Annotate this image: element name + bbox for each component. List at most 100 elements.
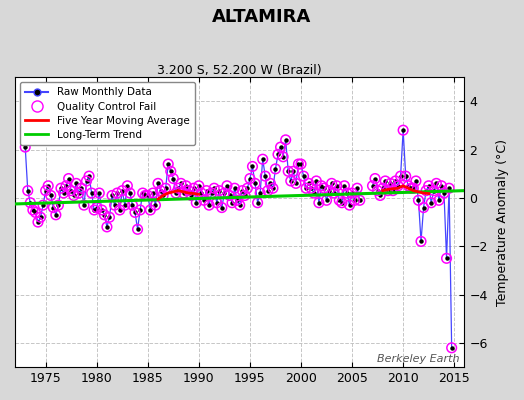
Point (279, 154, 287, 160)
Point (404, 183, 412, 189)
Point (62, 183, 70, 189)
Point (401, 173, 410, 179)
Point (90, 207, 99, 213)
Point (210, 185, 219, 192)
Point (378, 185, 387, 192)
Point (67, 188, 75, 194)
Point (276, 144, 285, 150)
Point (246, 175, 254, 182)
Point (432, 180, 441, 186)
Point (192, 200, 201, 206)
Point (315, 200, 323, 206)
Point (340, 183, 348, 189)
Point (74, 190, 83, 196)
Point (100, 212, 108, 218)
Point (328, 180, 336, 186)
Point (205, 202, 213, 208)
Point (200, 197, 208, 204)
Point (371, 175, 379, 182)
Point (208, 190, 216, 196)
Point (243, 185, 252, 192)
Text: ALTAMIRA: ALTAMIRA (212, 8, 312, 26)
Point (274, 151, 282, 158)
Point (447, 344, 456, 351)
Title: 3.200 S, 52.200 W (Brazil): 3.200 S, 52.200 W (Brazil) (157, 64, 322, 77)
Point (59, 190, 68, 196)
Point (414, 197, 423, 204)
Point (310, 190, 318, 196)
Point (197, 190, 205, 196)
Point (149, 190, 157, 196)
Point (231, 185, 239, 192)
Point (299, 173, 308, 179)
Point (287, 178, 295, 184)
Point (77, 185, 85, 192)
Point (156, 188, 165, 194)
Text: Berkeley Earth: Berkeley Earth (377, 354, 460, 364)
Point (337, 200, 346, 206)
Point (238, 188, 246, 194)
Point (256, 190, 264, 196)
Point (261, 173, 269, 179)
Point (85, 173, 93, 179)
Point (36, 214, 45, 220)
Point (47, 192, 55, 199)
Point (442, 255, 451, 262)
Point (169, 175, 178, 182)
Point (182, 183, 190, 189)
Point (26, 200, 35, 206)
Point (312, 178, 321, 184)
Point (31, 209, 40, 216)
Point (384, 188, 392, 194)
Point (184, 188, 193, 194)
Point (317, 183, 325, 189)
Point (213, 200, 221, 206)
Point (407, 185, 415, 192)
Point (333, 183, 341, 189)
Point (141, 192, 149, 199)
Point (353, 185, 362, 192)
Point (386, 180, 395, 186)
Point (254, 200, 262, 206)
Point (381, 178, 389, 184)
Point (128, 202, 137, 208)
Point (54, 202, 62, 208)
Point (320, 185, 328, 192)
Point (325, 188, 333, 194)
Point (115, 207, 124, 213)
Point (281, 137, 290, 143)
Point (123, 183, 132, 189)
Point (440, 190, 448, 196)
Point (174, 185, 183, 192)
Point (235, 202, 244, 208)
Point (269, 185, 277, 192)
Point (297, 161, 305, 167)
Point (21, 144, 29, 150)
Point (251, 180, 259, 186)
Point (351, 197, 359, 204)
Point (131, 209, 139, 216)
Point (417, 238, 425, 245)
Point (187, 192, 195, 199)
Point (376, 192, 385, 199)
Point (49, 204, 58, 211)
Point (108, 192, 116, 199)
Point (179, 190, 188, 196)
Point (103, 224, 111, 230)
Point (430, 188, 438, 194)
Point (322, 197, 331, 204)
Point (258, 156, 267, 162)
Point (177, 180, 185, 186)
Point (348, 190, 356, 196)
Legend: Raw Monthly Data, Quality Control Fail, Five Year Moving Average, Long-Term Tren: Raw Monthly Data, Quality Control Fail, … (20, 82, 194, 145)
Point (72, 180, 81, 186)
Point (215, 188, 223, 194)
Point (82, 178, 91, 184)
Point (172, 190, 180, 196)
Point (412, 178, 420, 184)
Point (271, 166, 280, 172)
Point (343, 190, 351, 196)
Point (126, 190, 134, 196)
Point (164, 161, 172, 167)
Point (307, 185, 315, 192)
